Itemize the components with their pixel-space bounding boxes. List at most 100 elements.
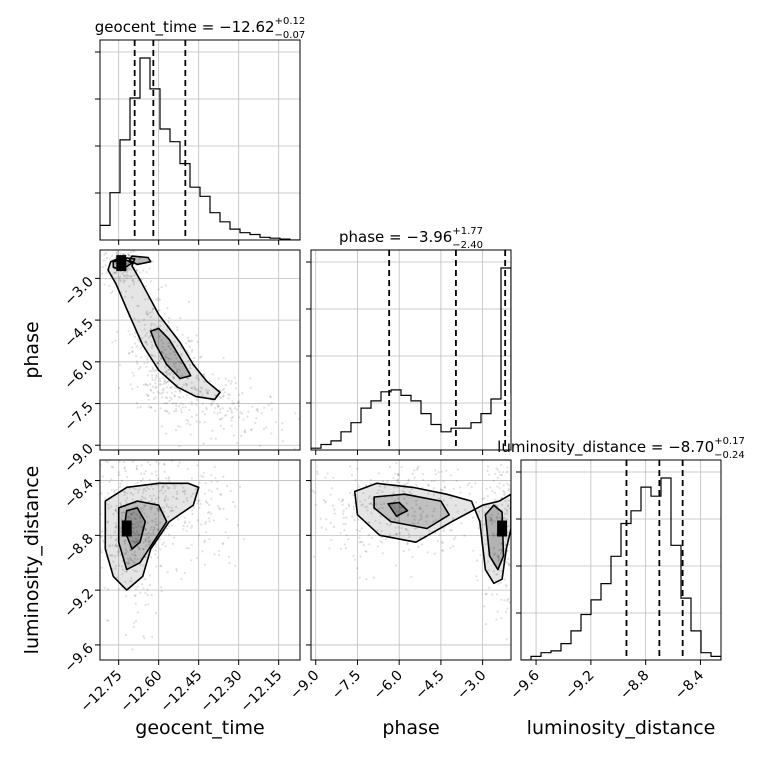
sample-point: [129, 548, 132, 552]
sample-point: [160, 350, 163, 353]
sample-point: [489, 517, 493, 520]
sample-point: [136, 505, 139, 508]
sample-point: [137, 545, 140, 549]
sample-point: [106, 588, 109, 591]
sample-point: [157, 507, 160, 511]
sample-point: [149, 388, 152, 391]
sample-point: [142, 635, 145, 638]
sample-point: [478, 510, 481, 513]
sample-point: [230, 411, 234, 414]
sample-point: [500, 598, 503, 601]
sample-point: [171, 542, 174, 546]
sample-point: [163, 313, 166, 316]
sample-point: [219, 411, 222, 414]
sample-point: [167, 341, 170, 345]
sample-point: [128, 254, 131, 257]
sample-point: [136, 481, 139, 484]
sample-point: [132, 540, 135, 543]
sample-point: [188, 345, 191, 348]
sample-point: [406, 542, 409, 546]
sample-point: [140, 278, 143, 281]
sample-point: [126, 271, 129, 274]
sample-point: [199, 386, 202, 389]
sample-point: [452, 487, 455, 490]
sample-point: [507, 563, 510, 566]
sample-point: [367, 521, 370, 524]
sample-point: [506, 518, 509, 521]
sample-point: [400, 526, 403, 530]
density-fill: [118, 501, 167, 570]
sample-point: [212, 519, 215, 522]
sample-point: [172, 376, 175, 380]
sample-point: [163, 380, 166, 383]
sample-point: [186, 499, 189, 502]
sample-point: [145, 310, 148, 313]
sample-point: [166, 396, 169, 399]
sample-point: [153, 526, 156, 529]
sample-point: [139, 499, 142, 502]
sample-point: [159, 324, 162, 327]
sample-point: [120, 291, 123, 294]
sample-point: [345, 534, 348, 537]
sample-point: [144, 528, 147, 531]
sample-point: [169, 386, 172, 389]
sample-point: [144, 340, 148, 343]
sample-point: [123, 467, 126, 470]
sample-point: [383, 486, 387, 489]
sample-point: [188, 363, 191, 367]
sample-point: [167, 321, 170, 324]
sample-point: [155, 565, 158, 568]
sample-point: [501, 503, 504, 506]
sample-point: [374, 502, 378, 506]
sample-point: [210, 404, 213, 407]
sample-point: [406, 529, 409, 532]
sample-point: [222, 543, 225, 546]
sample-point: [485, 592, 488, 595]
sample-point: [160, 590, 163, 593]
sample-point: [156, 484, 159, 487]
sample-point: [175, 370, 179, 373]
sample-point: [184, 520, 187, 523]
sample-point: [446, 503, 449, 507]
density-fill: [354, 483, 511, 584]
sample-point: [197, 499, 200, 503]
sample-point: [101, 566, 104, 569]
sample-point: [191, 348, 194, 352]
sample-point: [360, 527, 363, 530]
sample-point: [136, 585, 139, 588]
sample-point: [135, 513, 138, 516]
sample-point: [421, 510, 424, 513]
sample-point: [504, 610, 508, 614]
sample-point: [378, 507, 381, 510]
sample-point: [154, 409, 157, 412]
sample-point: [146, 594, 149, 597]
sample-point: [159, 357, 162, 360]
sample-point: [500, 617, 503, 620]
sample-point: [208, 510, 211, 514]
sample-point: [484, 593, 487, 596]
sample-point: [434, 469, 437, 472]
x-tick-label: −12.15: [238, 668, 286, 716]
sample-point: [169, 347, 172, 351]
sample-point: [175, 404, 178, 407]
sample-point: [121, 560, 124, 563]
sample-point: [378, 489, 381, 492]
sample-point: [122, 490, 125, 493]
sample-point: [484, 505, 488, 508]
sample-point: [142, 491, 145, 494]
sample-point: [213, 411, 216, 414]
sample-point: [217, 404, 220, 407]
sample-point: [155, 385, 158, 388]
sample-point: [135, 537, 138, 540]
sample-point: [115, 545, 119, 548]
sample-point: [140, 464, 143, 467]
sample-point: [137, 304, 140, 307]
sample-point: [495, 467, 498, 470]
sample-point: [173, 410, 176, 413]
sample-point: [238, 485, 242, 488]
sample-point: [145, 332, 149, 335]
sample-point: [231, 400, 234, 403]
sample-point: [210, 497, 213, 500]
sample-point: [113, 555, 117, 558]
sample-point: [118, 550, 121, 553]
